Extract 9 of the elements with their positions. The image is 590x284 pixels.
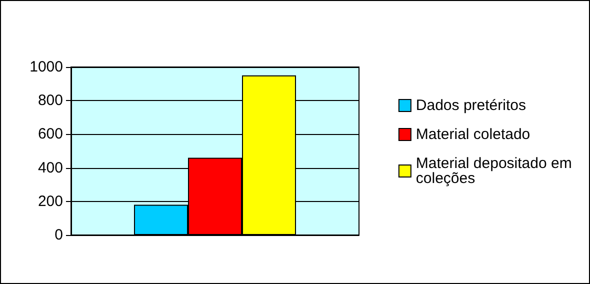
y-tick-label: 400 [38,159,63,176]
y-tick-label: 0 [54,226,63,244]
y-tick-label: 1000 [30,58,63,76]
legend-label: Material coletado [416,126,530,143]
y-tick-label: 200 [38,192,63,210]
y-tick-label: 600 [38,126,63,143]
y-tick-label: 800 [38,92,63,110]
legend-label: Material depositado em coleções [416,155,576,187]
legend-label: Dados pretéritos [416,97,526,114]
